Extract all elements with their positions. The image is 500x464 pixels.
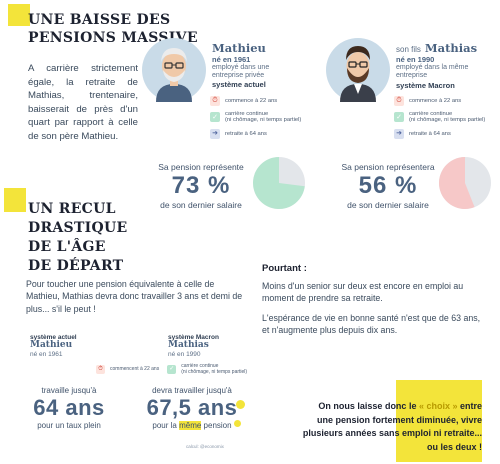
son-prefix: son fils [396, 45, 421, 54]
son-rows: ⏱ commence à 22 ans ✓ carrière continue (ni… [394, 96, 500, 139]
section2-title: UN RECUL DRASTIQUE DE L'ÂGE DE DÉPART [28, 201, 128, 274]
father-row-start: ⏱ commence à 22 ans [210, 96, 320, 106]
mini-right: système Macron Mathias né en 1990 [168, 334, 219, 358]
yellow-dot-1 [236, 400, 245, 409]
father-pension-caption-top: Sa pension représente [158, 162, 244, 172]
right-work-until: devra travailler jusqu'à 67,5 ans pour l… [146, 386, 238, 430]
son-row-retire: ➜ retraite à 64 ans [394, 128, 500, 139]
arrow-icon: ➜ [210, 128, 220, 139]
son-system: système Macron [396, 80, 455, 90]
son-info: son fils Mathias né en 1990 employé dans… [396, 42, 496, 90]
clock-icon: ⏱ [394, 96, 404, 106]
section2-text: Pour toucher une pension équivalente à c… [26, 279, 243, 314]
clock-icon: ⏱ [210, 96, 220, 106]
son-pension: Sa pension représentera 56 % de son dern… [338, 162, 438, 210]
conclusion: On nous laisse donc le « choix » entre u… [302, 401, 482, 452]
pie-share [253, 157, 305, 209]
father-name: Mathieu [212, 41, 266, 55]
father-pension-caption-bottom: de son dernier salaire [160, 200, 242, 210]
yellow-dot-2 [234, 420, 241, 427]
son-born: né en 1990 [396, 54, 435, 64]
son-pension-caption-bottom: de son dernier salaire [347, 200, 429, 210]
pourtant-p1: Moins d'un senior sur deux est encore en… [262, 281, 464, 304]
pourtant-title: Pourtant : [262, 263, 307, 274]
pie-share [439, 157, 475, 209]
son-name-line: son fils Mathias [396, 42, 496, 55]
father-row-career: ✓ carrière continue (ni chômage, ni temps … [210, 111, 320, 124]
clock-icon: ⏱ [96, 365, 105, 374]
mini-left: système actuel Mathieu né en 1961 [30, 334, 77, 358]
yellow-accent-1 [8, 4, 30, 26]
pourtant-p2: L'espérance de vie en bonne santé n'est … [262, 313, 481, 336]
father-avatar [142, 38, 206, 102]
mini-rows: ⏱ commencent à 22 ans ✓ carrière continue(… [96, 363, 247, 375]
son-pension-caption-top: Sa pension représentera [341, 162, 435, 172]
left-work-until: travaille jusqu'à 64 ans pour un taux pl… [33, 386, 105, 430]
son-row-career: ✓ carrière continue (ni chômage, ni temps … [394, 111, 500, 124]
section1-intro: A carrière strictement égale, la retrait… [28, 63, 138, 143]
father-born: né en 1961 [212, 54, 251, 64]
father-row-retire: ➜ retraite à 64 ans [210, 128, 320, 139]
son-pension-value: 56 % [358, 172, 418, 199]
check-icon: ✓ [210, 112, 220, 123]
father-pension-value: 73 % [171, 172, 231, 199]
father-rows: ⏱ commence à 22 ans ✓ carrière continue (ni… [210, 96, 320, 139]
son-job: employé dans la même entreprise [396, 63, 469, 80]
father-job: employé dans une entreprise privée [212, 63, 270, 80]
check-icon: ✓ [394, 112, 404, 123]
son-row-start: ⏱ commence à 22 ans [394, 96, 500, 106]
credit: calcul: @economix [186, 444, 224, 449]
son-name: Mathias [424, 41, 478, 55]
father-system: système actuel [212, 80, 266, 90]
father-info: Mathieu né en 1961 employé dans une entr… [212, 41, 312, 90]
arrow-icon: ➜ [394, 128, 404, 139]
yellow-accent-3 [396, 380, 482, 462]
check-icon: ✓ [167, 365, 177, 374]
father-pension: Sa pension représente 73 % de son dernie… [150, 162, 252, 210]
son-pension-pie [439, 157, 491, 209]
yellow-accent-2 [4, 188, 26, 212]
son-avatar [326, 38, 390, 102]
father-pension-pie [253, 157, 305, 209]
section1-title: UNE BAISSE DES PENSIONS MASSIVE [28, 12, 198, 46]
